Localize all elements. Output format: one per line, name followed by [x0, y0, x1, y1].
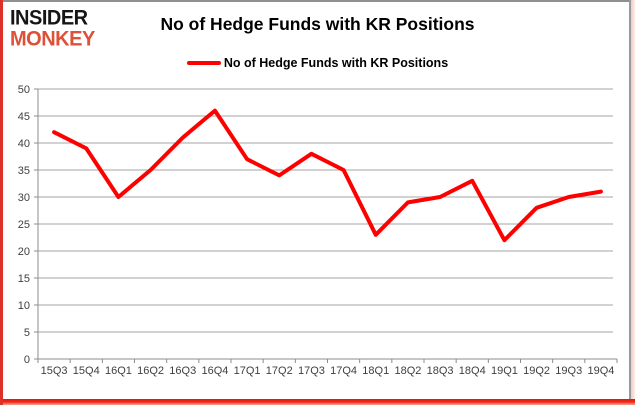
- chart-title: No of Hedge Funds with KR Positions: [160, 14, 475, 34]
- x-axis-label: 19Q3: [555, 365, 582, 377]
- frame-border-left: [0, 0, 3, 405]
- x-axis-label: 17Q4: [330, 365, 357, 377]
- x-axis-label: 16Q4: [201, 365, 228, 377]
- frame-border-top: [0, 0, 635, 2]
- x-axis-label: 19Q2: [523, 365, 550, 377]
- x-axis-label: 17Q3: [298, 365, 325, 377]
- x-axis-label: 15Q4: [73, 365, 100, 377]
- x-axis-label: 16Q3: [169, 365, 196, 377]
- y-axis-label: 35: [18, 165, 30, 177]
- legend-line-swatch: [186, 61, 221, 65]
- data-series-line: [52, 108, 603, 243]
- y-axis-label: 45: [18, 111, 30, 123]
- x-axis-label: 15Q3: [41, 365, 68, 377]
- x-axis-label: 16Q1: [105, 365, 132, 377]
- x-axis-label: 18Q3: [427, 365, 454, 377]
- y-axis-label: 15: [18, 273, 30, 285]
- y-axis-label: 0: [24, 354, 30, 366]
- legend: No of Hedge Funds with KR Positions: [0, 56, 635, 70]
- y-axis-label: 50: [18, 84, 30, 96]
- x-axis-label: 16Q2: [137, 365, 164, 377]
- legend-label: No of Hedge Funds with KR Positions: [223, 56, 449, 70]
- y-axis-label: 5: [24, 327, 30, 339]
- x-axis-label: 18Q2: [394, 365, 421, 377]
- y-axis-label: 30: [18, 192, 30, 204]
- y-axis-label: 40: [18, 138, 30, 150]
- x-axis-label: 17Q1: [234, 365, 261, 377]
- x-axis-label: 18Q4: [459, 365, 486, 377]
- logo-line2: MONKEY: [10, 27, 95, 51]
- y-axis-label: 20: [18, 246, 30, 258]
- x-axis-label: 19Q1: [491, 365, 518, 377]
- logo-line1: INSIDER: [10, 6, 88, 30]
- line-chart-plot: 0 5 10 15 20 25 30 35 40 45 50 15Q3 15Q4 16Q1 16Q2 16Q3…: [18, 84, 618, 377]
- frame-border-bottom: [0, 399, 635, 405]
- y-axis-label: 10: [18, 300, 30, 312]
- insider-monkey-logo: INSIDER MONKEY: [10, 6, 95, 51]
- frame-border-right: [629, 0, 635, 405]
- x-axis-label: 17Q2: [266, 365, 293, 377]
- x-axis-label: 19Q4: [587, 365, 614, 377]
- y-axis-label: 25: [18, 219, 30, 231]
- x-axis-label: 18Q1: [362, 365, 389, 377]
